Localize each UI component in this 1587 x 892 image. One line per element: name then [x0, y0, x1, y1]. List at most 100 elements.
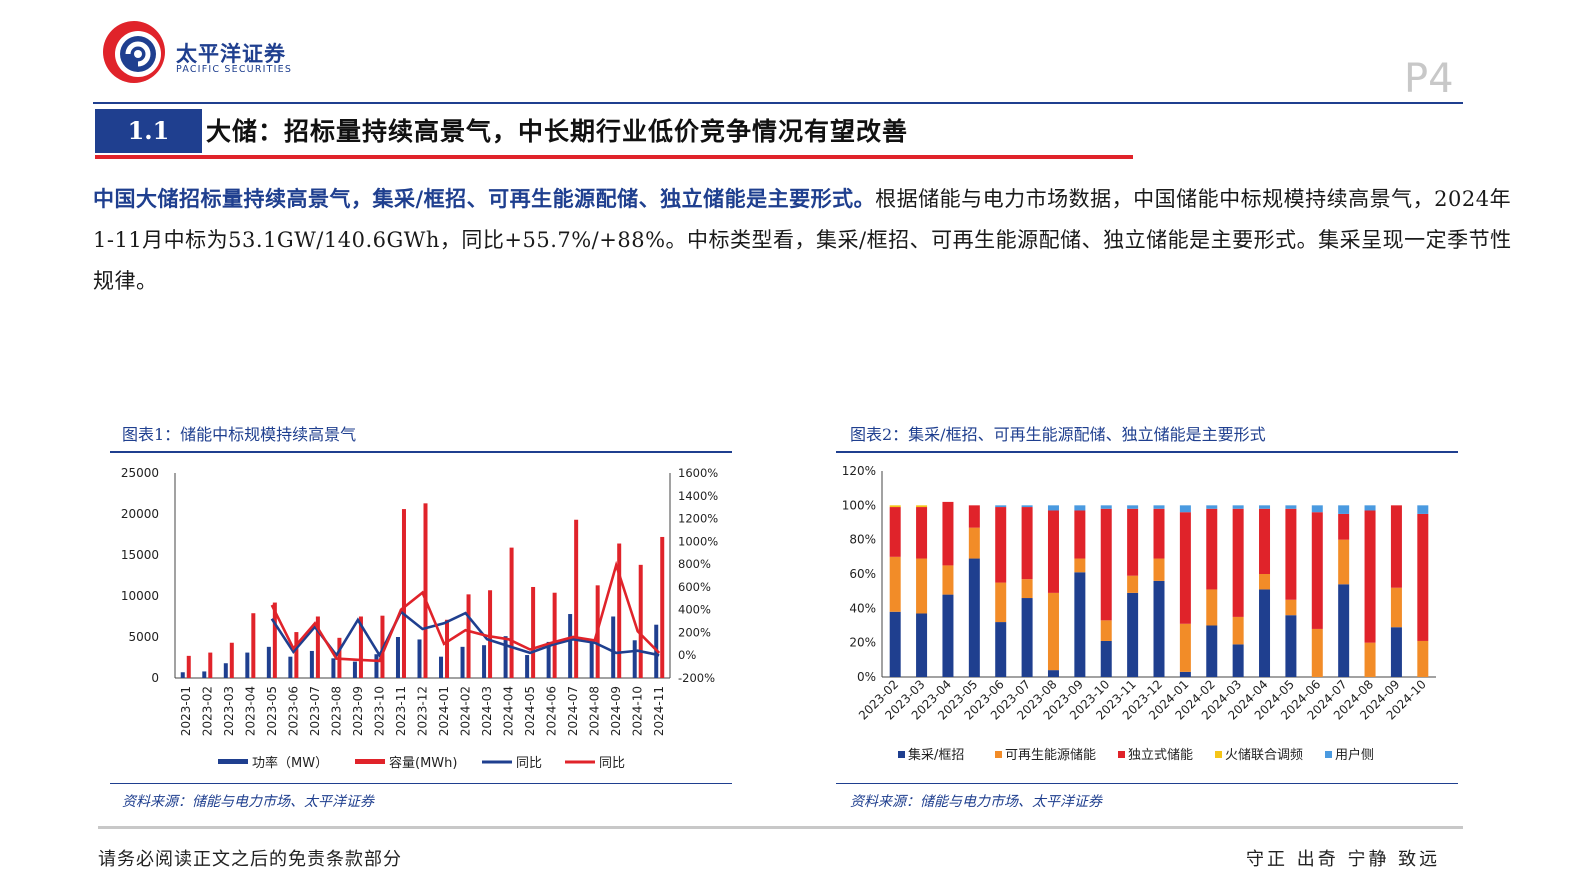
section-underline: [95, 155, 1133, 159]
bar-segment-2: [1127, 508, 1139, 576]
x-tick-label: 2024-01: [437, 686, 451, 736]
bar-power: [180, 672, 185, 678]
bar-segment-2: [1021, 507, 1033, 580]
bar-segment-2: [942, 501, 954, 566]
bar-segment-0: [916, 613, 928, 677]
bar-segment-1: [1311, 628, 1323, 677]
footer-divider: [98, 826, 1463, 829]
y-left-tick-label: 20000: [121, 507, 159, 521]
figure1-top-rule: [110, 451, 732, 453]
x-tick-label: 2024-09: [609, 686, 623, 736]
bar-power: [245, 652, 250, 678]
bar-segment-4: [1206, 505, 1218, 509]
figure2-bottom-rule: [836, 783, 1458, 784]
bar-segment-4: [1021, 505, 1033, 508]
bar-segment-2: [1047, 510, 1059, 593]
bar-segment-4: [1285, 505, 1297, 509]
paragraph-body: 根据储能与电力市场数据，中国储能中标规模持续高景气，2024年1-11月中标为5…: [93, 187, 1512, 293]
bar-capacity: [358, 616, 363, 678]
section-title: 大储：招标量持续高景气，中长期行业低价竞争情况有望改善: [206, 117, 909, 146]
line-yoy-capacity: [270, 560, 661, 663]
bar-segment-0: [1074, 572, 1086, 677]
figure1-bottom-rule: [110, 783, 732, 784]
y-right-tick-label: 200%: [678, 625, 711, 639]
bar-capacity: [208, 652, 213, 678]
header-divider: [93, 102, 1463, 104]
bar-power: [568, 614, 573, 678]
legend-label: 容量(MWh): [389, 755, 457, 771]
legend-label: 同比: [516, 756, 542, 771]
bar-segment-0: [1285, 615, 1297, 677]
bar-segment-4: [1364, 505, 1376, 511]
bar-segment-2: [1179, 512, 1191, 624]
x-tick-label: 2024-04: [502, 686, 516, 736]
bar-capacity: [617, 543, 622, 678]
bar-segment-1: [1390, 587, 1402, 628]
x-tick-label: 2023-01: [179, 686, 193, 736]
y-tick-label: 60%: [849, 567, 876, 581]
bar-capacity: [660, 536, 665, 678]
bar-segment-1: [889, 556, 901, 612]
bar-power: [223, 663, 228, 678]
bar-power: [503, 636, 508, 678]
y-left-tick-label: 10000: [121, 589, 159, 603]
y-tick-label: 0%: [857, 670, 876, 684]
bar-power: [417, 639, 422, 678]
bar-segment-2: [1232, 508, 1244, 617]
bar-segment-2: [1311, 512, 1323, 629]
x-tick-label: 2023-05: [265, 686, 279, 736]
bar-segment-1: [1259, 574, 1271, 590]
bar-segment-0: [1390, 627, 1402, 677]
bar-segment-1: [1021, 579, 1033, 599]
legend-swatch: [1325, 751, 1332, 758]
bar-segment-4: [1259, 505, 1271, 509]
bar-power: [266, 646, 271, 678]
figure2-chart: 0%20%40%60%80%100%120%2023-022023-032023…: [842, 464, 1436, 763]
bar-power: [525, 655, 530, 678]
bar-segment-2: [1206, 508, 1218, 590]
bar-segment-0: [942, 594, 954, 677]
y-tick-label: 40%: [849, 601, 876, 615]
bar-capacity: [445, 619, 450, 678]
page-number: P4: [1404, 56, 1454, 102]
bar-segment-2: [1100, 508, 1112, 621]
y-left-tick-label: 25000: [121, 466, 159, 480]
bar-segment-3: [889, 505, 901, 508]
bar-segment-4: [1100, 505, 1112, 509]
x-tick-label: 2024-03: [480, 686, 494, 736]
bar-segment-1: [1232, 616, 1244, 645]
bar-segment-0: [1047, 670, 1059, 677]
bar-segment-1: [1127, 575, 1139, 593]
legend-label: 用户侧: [1335, 747, 1374, 763]
bar-power: [546, 641, 551, 678]
legend-swatch: [1118, 751, 1125, 758]
bar-power: [439, 656, 444, 678]
figure1-caption: 图表1：储能中标规模持续高景气: [122, 425, 357, 444]
legend-swatch: [1215, 751, 1222, 758]
y-right-tick-label: -200%: [678, 671, 715, 685]
y-right-tick-label: 1000%: [678, 534, 718, 548]
bar-segment-3: [916, 505, 928, 508]
figure2-caption: 图表2：集采/框招、可再生能源配储、独立储能是主要形式: [850, 425, 1266, 444]
legend-swatch: [218, 759, 248, 764]
bar-segment-0: [1206, 625, 1218, 677]
brand-name-en: PACIFIC SECURITIES: [176, 64, 293, 75]
line-yoy-power: [270, 609, 660, 658]
bar-capacity: [315, 616, 320, 678]
bar-segment-2: [916, 507, 928, 559]
x-tick-label: 2024-10: [631, 686, 645, 736]
y-right-tick-label: 1600%: [678, 466, 718, 480]
bar-capacity: [186, 655, 191, 678]
legend-label: 可再生能源储能: [1005, 748, 1096, 763]
y-tick-label: 80%: [849, 533, 876, 547]
bar-capacity: [531, 586, 536, 678]
bar-segment-1: [995, 582, 1007, 623]
bar-power: [460, 646, 465, 678]
y-right-tick-label: 400%: [678, 603, 711, 617]
bar-segment-2: [1417, 513, 1429, 641]
x-tick-label: 2023-10: [372, 686, 386, 736]
bar-segment-0: [968, 558, 980, 677]
bar-power: [288, 656, 293, 678]
bar-capacity: [488, 590, 493, 678]
bar-segment-0: [1021, 598, 1033, 677]
